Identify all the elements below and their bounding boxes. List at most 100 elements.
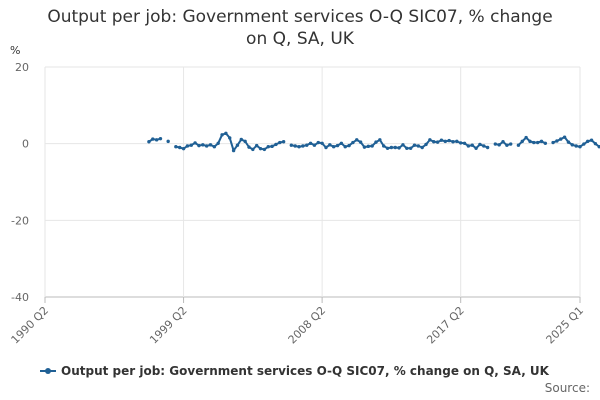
data-point <box>424 142 428 147</box>
data-point <box>435 140 440 144</box>
data-point <box>428 138 432 142</box>
data-point <box>331 145 336 149</box>
data-point <box>355 138 359 142</box>
data-point <box>408 146 413 150</box>
legend-label: Output per job: Government services O-Q … <box>61 364 549 378</box>
data-point <box>382 144 386 148</box>
data-point <box>389 145 394 150</box>
legend-line-marker <box>45 368 51 374</box>
data-point <box>593 141 598 146</box>
data-point <box>358 140 363 144</box>
data-point <box>204 144 209 148</box>
data-point <box>251 147 255 152</box>
data-point <box>266 145 270 149</box>
data-point <box>151 137 155 141</box>
data-point <box>559 137 563 141</box>
y-tick-label: 20 <box>15 61 29 74</box>
y-tick-label: -20 <box>11 214 29 227</box>
legend-line-icon <box>40 365 56 377</box>
data-point <box>578 145 582 149</box>
data-point <box>185 144 190 148</box>
data-point <box>462 141 467 145</box>
data-point <box>258 146 263 151</box>
data-point <box>528 139 532 144</box>
data-point <box>370 144 374 148</box>
data-point <box>378 138 382 142</box>
data-point <box>197 143 201 148</box>
data-point <box>262 147 267 152</box>
data-point <box>451 140 455 144</box>
data-point <box>385 146 390 150</box>
series-line <box>291 138 488 150</box>
data-point <box>189 143 193 147</box>
data-point <box>520 139 524 144</box>
data-point <box>570 143 574 147</box>
data-point <box>416 144 421 148</box>
data-point <box>347 143 351 148</box>
x-tick-label: 1999 Q2 <box>147 304 190 347</box>
data-point <box>343 145 347 149</box>
data-point <box>224 131 228 136</box>
data-point <box>551 140 555 145</box>
data-point <box>220 133 224 137</box>
data-point <box>466 144 471 148</box>
data-point <box>582 142 586 146</box>
data-point <box>278 140 282 145</box>
data-point <box>293 144 297 148</box>
data-point <box>535 140 540 145</box>
data-point <box>412 143 417 147</box>
data-point <box>532 140 536 145</box>
data-point <box>235 143 240 147</box>
data-point <box>543 141 548 145</box>
data-point <box>335 143 340 148</box>
data-point <box>524 135 528 140</box>
data-point <box>216 141 220 145</box>
data-point <box>181 146 186 151</box>
data-point <box>289 143 294 147</box>
x-tick-label: 1990 Q2 <box>9 304 52 347</box>
data-point <box>305 143 309 147</box>
data-point <box>274 142 278 147</box>
data-point <box>366 144 371 149</box>
data-point <box>485 145 490 150</box>
data-point <box>158 136 163 141</box>
data-point <box>478 142 482 147</box>
data-point <box>201 143 205 147</box>
source-label: Source: <box>544 381 590 395</box>
data-point <box>239 137 243 142</box>
data-point <box>562 135 567 139</box>
data-point <box>597 145 600 149</box>
data-point <box>178 145 182 150</box>
data-point <box>458 141 463 145</box>
legend[interactable]: Output per job: Government services O-Q … <box>40 364 580 378</box>
data-point <box>509 142 513 146</box>
series-line <box>148 137 161 143</box>
data-point <box>351 140 355 145</box>
data-point <box>297 145 301 149</box>
data-point <box>320 141 324 145</box>
data-point <box>432 140 436 144</box>
data-point <box>505 143 509 147</box>
y-tick-label: 0 <box>22 138 29 151</box>
data-point <box>154 138 159 142</box>
chart-title: Output per job: Government services O-Q … <box>0 6 600 50</box>
data-point <box>589 138 594 142</box>
data-point <box>308 141 313 145</box>
data-point <box>270 144 274 149</box>
data-point <box>539 139 544 144</box>
data-point <box>362 145 367 149</box>
data-point <box>312 143 317 147</box>
data-point <box>447 138 451 143</box>
data-point <box>493 142 498 146</box>
data-point <box>231 148 236 153</box>
data-point <box>301 144 305 148</box>
data-point <box>482 144 486 148</box>
data-point <box>470 143 474 147</box>
data-point <box>405 146 409 150</box>
data-point <box>208 143 213 147</box>
data-point <box>555 139 559 143</box>
chart-title-line-1: Output per job: Government services O-Q … <box>47 7 553 27</box>
data-point <box>439 138 444 142</box>
data-point <box>174 145 178 149</box>
